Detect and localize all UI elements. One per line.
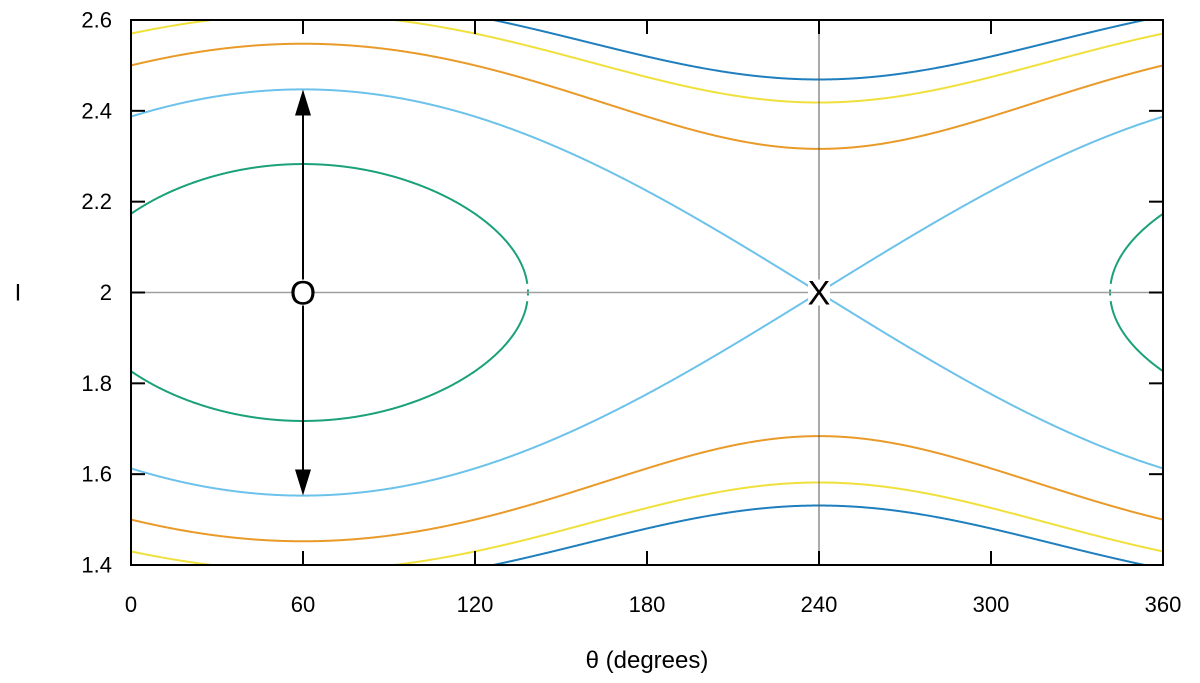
contour-line-4-lower: [131, 481, 1163, 565]
y-tick-label: 1.8: [81, 371, 112, 396]
contour-line-2-upper: [131, 88, 1163, 294]
marker-halo: [292, 279, 314, 306]
contour-line-3-upper: [131, 42, 1163, 150]
axis-ticks: 0 60 120 180 240 300 360 1.4 1.6 1.8 2 2.2 2.4 2.6: [81, 8, 1181, 618]
x-tick-label: 360: [1145, 592, 1182, 617]
x-tick-label: 60: [291, 592, 315, 617]
y-tick-label: 1.4: [81, 553, 112, 578]
contour-line-1-lower: [131, 300, 1163, 422]
y-tick-label: 2: [100, 280, 112, 305]
x-tick-label: 120: [457, 592, 494, 617]
marker-o: O: [290, 275, 316, 313]
contour-line-3-lower: [131, 435, 1163, 543]
x-tick-label: 180: [629, 592, 666, 617]
contour-curves: [131, 20, 1163, 565]
arrow-head-down: [295, 469, 311, 496]
arrow-head-up: [295, 89, 311, 116]
reference-lines: [131, 20, 1163, 565]
x-tick-label: 300: [973, 592, 1010, 617]
contour-line-5-lower: [488, 504, 1150, 565]
marker-x: X: [808, 275, 831, 313]
x-tick-label: 0: [125, 592, 137, 617]
contour-line-2-lower: [131, 291, 1163, 497]
y-tick-label: 1.6: [81, 462, 112, 487]
y-tick-label: 2.2: [81, 189, 112, 214]
contour-line-5-upper: [488, 20, 1150, 81]
x-tick-label: 240: [801, 592, 838, 617]
contour-line-4-upper: [131, 20, 1163, 104]
marker-halo: [808, 279, 830, 306]
contour-line-1-upper: [131, 163, 1163, 285]
y-tick-label: 2.4: [81, 98, 112, 123]
y-axis-label: I: [15, 280, 22, 307]
x-axis-label: θ (degrees): [586, 647, 709, 674]
y-tick-label: 2.6: [81, 8, 112, 33]
